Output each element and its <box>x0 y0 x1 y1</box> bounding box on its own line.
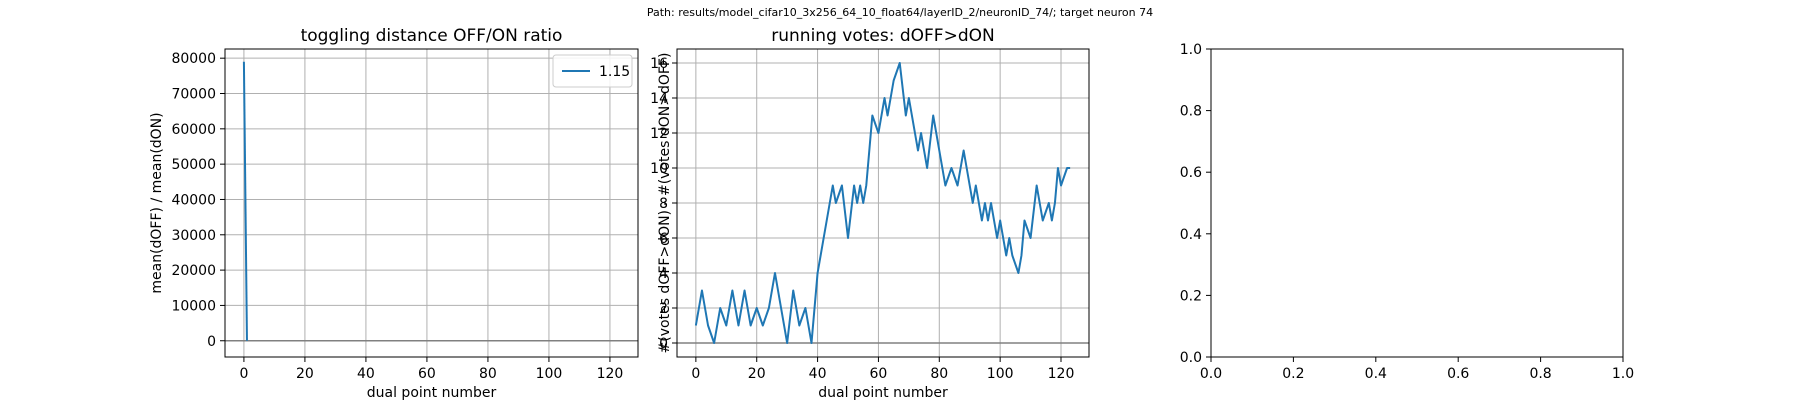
axes-frame <box>224 48 639 358</box>
axes-frame <box>1210 48 1624 358</box>
series-line <box>694 62 1071 344</box>
legend: 1.15 <box>552 54 633 88</box>
x-tick-label: 0.0 <box>1200 366 1222 382</box>
y-tick-label: 2 <box>659 301 668 317</box>
y-tick-label: 0.6 <box>1180 165 1202 181</box>
y-tick-label: 0.0 <box>1180 350 1202 366</box>
y-tick-label: 0.8 <box>1180 104 1202 120</box>
x-tick-label: 120 <box>1048 366 1075 382</box>
x-tick-label: 0.2 <box>1282 366 1304 382</box>
x-tick-label: 80 <box>930 366 948 382</box>
x-tick-label: 100 <box>536 366 563 382</box>
legend-box <box>552 54 633 88</box>
x-tick-label: 60 <box>418 366 436 382</box>
x-tick-label: 60 <box>870 366 888 382</box>
x-axis-label: dual point number <box>818 385 948 400</box>
y-tick-label: 10000 <box>171 298 216 314</box>
figure-suptitle: Path: results/model_cifar10_3x256_64_10_… <box>647 6 1153 19</box>
x-tick-label: 100 <box>987 366 1014 382</box>
chart-title: running votes: dOFF>dON <box>771 26 994 46</box>
x-tick-label: 0 <box>239 366 248 382</box>
x-tick-label: 0.6 <box>1447 366 1469 382</box>
y-tick-label: 0 <box>659 336 668 352</box>
panel-running-votes: 0 20 40 60 80 100 120 0 2 4 6 8 10 12 14 16 running vote… <box>650 26 1090 400</box>
x-axis-label: dual point number <box>367 385 497 400</box>
legend-entry: 1.15 <box>599 64 630 80</box>
y-tick-label: 0.4 <box>1180 227 1202 243</box>
series-line <box>242 61 248 341</box>
y-axis-label: mean(dOFF) / mean(dON) <box>149 112 165 293</box>
y-tick-label: 40000 <box>171 192 216 208</box>
y-tick-label: 8 <box>659 196 668 212</box>
x-tick-label: 0 <box>691 366 700 382</box>
y-tick-label: 80000 <box>171 51 216 67</box>
y-tick-label: 1.0 <box>1180 42 1202 58</box>
x-tick-label: 40 <box>357 366 375 382</box>
y-tick-label: 6 <box>659 231 668 247</box>
y-axis-label: #(votes dOFF>dON) - #(votes dON>dOFF) <box>657 53 673 354</box>
x-tick-label: 40 <box>809 366 827 382</box>
y-tick-label: 12 <box>650 126 668 142</box>
x-tick-label: 1.0 <box>1612 366 1634 382</box>
x-tick-label: 0.4 <box>1365 366 1387 382</box>
y-tick-label: 0.2 <box>1180 288 1202 304</box>
y-tick-label: 50000 <box>171 157 216 173</box>
x-tick-label: 20 <box>296 366 314 382</box>
y-tick-label: 16 <box>650 56 668 72</box>
y-tick-label: 60000 <box>171 122 216 138</box>
x-tick-label: 120 <box>597 366 624 382</box>
y-tick-label: 0 <box>207 334 216 350</box>
x-tick-label: 20 <box>748 366 766 382</box>
chart-title: toggling distance OFF/ON ratio <box>301 26 563 46</box>
y-tick-label: 20000 <box>171 263 216 279</box>
y-tick-label: 70000 <box>171 87 216 103</box>
y-tick-label: 30000 <box>171 228 216 244</box>
x-tick-label: 0.8 <box>1529 366 1551 382</box>
panel-empty-axes: 0.0 0.2 0.4 0.6 0.8 1.0 0.0 0.2 0.4 0.6 0.8 1.0 <box>1180 42 1634 382</box>
y-tick-label: 14 <box>650 91 668 107</box>
panel-toggling-ratio: 0 20 40 60 80 100 120 0 10000 20000 30000 40000 5000… <box>149 26 639 400</box>
y-tick-label: 10 <box>650 161 668 177</box>
x-tick-label: 80 <box>479 366 497 382</box>
y-tick-label: 4 <box>659 266 668 282</box>
